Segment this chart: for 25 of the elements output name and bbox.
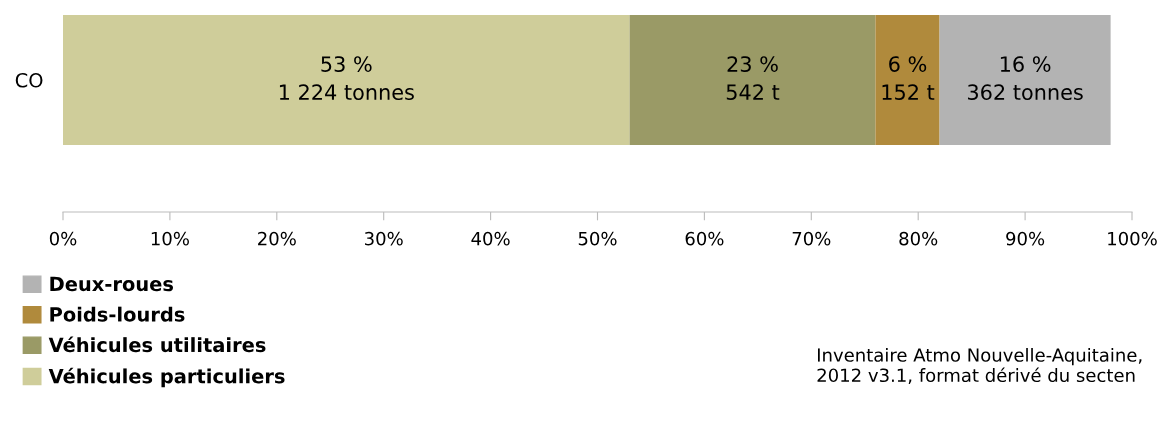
- data-label: 6 % 152 t: [882, 56, 935, 101]
- legend-label: Véhicules particuliers: [48, 367, 285, 388]
- x-tick-label: 20%: [258, 231, 296, 246]
- legend-label: Deux-roues: [50, 276, 174, 292]
- bar: [939, 14, 1111, 145]
- x-tick-label: 90%: [1006, 231, 1045, 246]
- x-tick-label: 10%: [151, 231, 189, 246]
- x-tick-label: 30%: [365, 231, 403, 246]
- x-tick-label: 40%: [471, 231, 510, 246]
- bar: [629, 14, 876, 145]
- x-tick-label: 70%: [792, 231, 831, 246]
- bar: [63, 14, 630, 145]
- data-label: 53 % 1 224 tonnes: [279, 56, 414, 101]
- x-tick-label: 0%: [49, 231, 77, 246]
- x-tick-label: 100%: [1108, 231, 1157, 246]
- x-tick-label: 50%: [578, 231, 617, 246]
- data-label: 23 % 542 t: [726, 56, 780, 101]
- legend-label: Poids-lourds: [50, 306, 185, 322]
- x-tick-label: 60%: [685, 231, 724, 246]
- data-label: 16 % 362 tonnes: [968, 56, 1083, 101]
- x-tick-label: 80%: [899, 231, 938, 246]
- y-tick-label: CO: [15, 72, 43, 88]
- text: Inventaire Atmo Nouvelle-Aquitaine, 2012 v3.1, format dérivé du secten: [817, 347, 1142, 384]
- bar: [875, 14, 940, 145]
- legend-label: Véhicules utilitaires: [48, 336, 266, 353]
